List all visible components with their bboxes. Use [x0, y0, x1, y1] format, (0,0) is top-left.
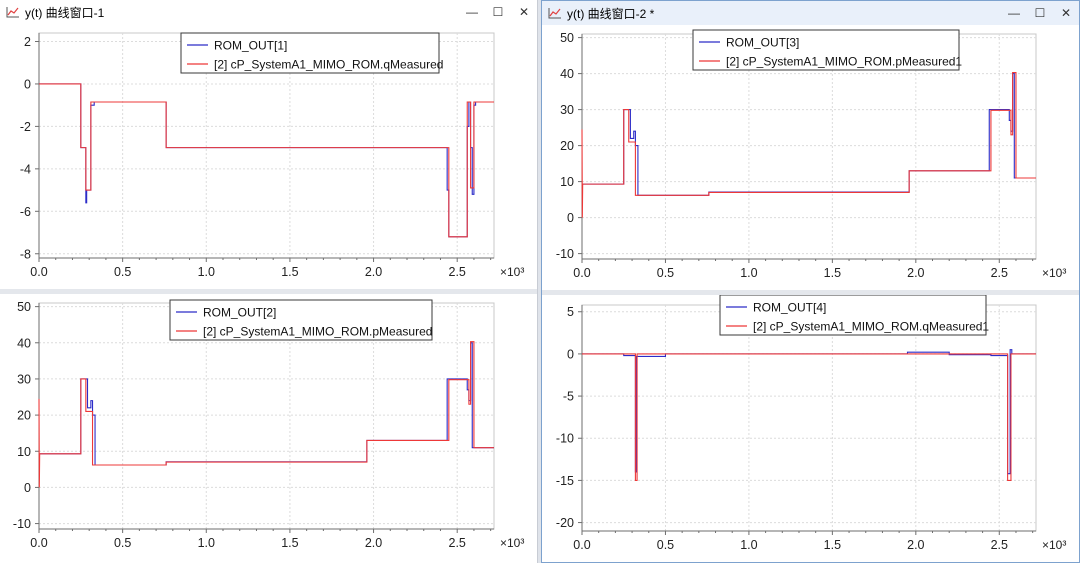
y-tick-label: 5: [567, 305, 574, 319]
y-tick-label: 2: [24, 35, 31, 49]
minimize-button[interactable]: —: [1008, 6, 1020, 20]
y-tick-label: -10: [556, 247, 574, 261]
y-tick-label: 40: [17, 336, 31, 350]
y-tick-label: 0: [24, 481, 31, 495]
x-tick-label: 0.0: [573, 538, 590, 552]
legend-label: ROM_OUT[2]: [203, 306, 276, 320]
window-1-title: y(t) 曲线窗口-1: [25, 5, 105, 20]
series-line-rom-out: [39, 83, 494, 238]
chart-4-svg: 0.0 0.5 1.0 1.5 2.0 2.5 5 0 -5 -10 -15 -20 ×10³ ROM_O…: [556, 295, 1066, 552]
legend-label: [2] cP_SystemA1_MIMO_ROM.qMeasured1: [753, 320, 989, 334]
chart-3-svg: 0.0 0.5 1.0 1.5 2.0 2.5 50 40 30 20 10 0 -10 ×10³ ROM_…: [556, 29, 1066, 280]
series-line-measured: [39, 83, 494, 238]
y-tick-label: 30: [560, 103, 574, 117]
chart-2-svg: 0.0 0.5 1.0 1.5 2.0 2.5 50 40 30 20 10 0 -10 ×10³ ROM_…: [13, 299, 524, 550]
legend-box: [692, 29, 960, 71]
y-tick-label: -20: [556, 516, 574, 530]
chart-1-svg: 0.0 0.5 1.0 1.5 2.0 2.5 2 0 -2 -4 -6 -8 ×10³ ROM_OUT[…: [20, 32, 524, 279]
close-button[interactable]: ✕: [1060, 6, 1072, 20]
x-tick-label: 0.0: [573, 266, 590, 280]
x-tick-label: 1.0: [740, 266, 757, 280]
x-tick-label: 1.0: [198, 536, 215, 550]
x-tick-label: 1.0: [740, 538, 757, 552]
y-tick-label: 20: [560, 139, 574, 153]
x-tick-label: 2.0: [907, 266, 924, 280]
x-tick-label: 2.5: [449, 265, 466, 279]
x-tick-label: 1.0: [198, 265, 215, 279]
curve-icon: [548, 8, 561, 19]
y-tick-label: 50: [17, 300, 31, 314]
x-tick-label: 0.5: [114, 265, 131, 279]
window-2-title: y(t) 曲线窗口-2 *: [567, 6, 655, 21]
plot-frame: [581, 304, 1037, 532]
x-tick-label: 2.5: [449, 536, 466, 550]
x-tick-label: 0.0: [30, 265, 47, 279]
x-tick-label: 2.5: [991, 266, 1008, 280]
plot-rom-out-2[interactable]: 0.0 0.5 1.0 1.5 2.0 2.5 50 40 30 20 10 0 -10 ×10³ ROM_…: [0, 294, 537, 563]
maximize-button[interactable]: ☐: [492, 5, 504, 19]
y-tick-label: -4: [20, 162, 31, 176]
x-tick-label: 0.5: [657, 538, 674, 552]
y-tick-label: 0: [567, 211, 574, 225]
x-tick-label: 2.0: [907, 538, 924, 552]
curve-icon: [6, 7, 19, 18]
curve-window-2: y(t) 曲线窗口-2 * — ☐ ✕ 0.0 0.5 1.0 1.5 2.0 2.5 50…: [541, 0, 1080, 563]
legend-label: [2] cP_SystemA1_MIMO_ROM.pMeasured1: [726, 55, 962, 69]
legend-label: ROM_OUT[4]: [753, 301, 826, 315]
plot-frame: [581, 33, 1037, 260]
plot-rom-out-3[interactable]: 0.0 0.5 1.0 1.5 2.0 2.5 50 40 30 20 10 0 -10 ×10³ ROM_…: [542, 25, 1079, 290]
x-tick-label: 0.5: [114, 536, 131, 550]
x-exponent-label: ×10³: [1042, 538, 1066, 552]
y-tick-label: 50: [560, 31, 574, 45]
y-tick-label: 40: [560, 67, 574, 81]
close-button[interactable]: ✕: [518, 5, 530, 19]
series-line-measured: [582, 353, 1036, 481]
plot-rom-out-4[interactable]: 0.0 0.5 1.0 1.5 2.0 2.5 5 0 -5 -10 -15 -20 ×10³ ROM_O…: [542, 295, 1079, 562]
series-line-measured: [38, 341, 494, 488]
y-tick-label: 10: [560, 175, 574, 189]
x-tick-label: 0.5: [657, 266, 674, 280]
maximize-button[interactable]: ☐: [1034, 6, 1046, 20]
x-tick-label: 1.5: [824, 538, 841, 552]
x-tick-label: 1.5: [281, 265, 298, 279]
x-exponent-label: ×10³: [500, 536, 524, 550]
pane-splitter[interactable]: [542, 290, 1079, 295]
y-tick-label: 10: [17, 445, 31, 459]
legend-box: [719, 295, 987, 336]
window-2-titlebar[interactable]: y(t) 曲线窗口-2 * — ☐ ✕: [542, 1, 1079, 25]
y-tick-label: 0: [24, 77, 31, 91]
y-tick-label: -8: [20, 247, 31, 261]
x-tick-label: 1.5: [824, 266, 841, 280]
y-tick-label: -2: [20, 120, 31, 134]
window-1-titlebar[interactable]: y(t) 曲线窗口-1 — ☐ ✕: [0, 0, 537, 24]
y-tick-label: 30: [17, 372, 31, 386]
x-tick-label: 0.0: [30, 536, 47, 550]
y-tick-label: -15: [556, 474, 574, 488]
y-tick-label: -10: [13, 517, 31, 531]
legend-label: ROM_OUT[1]: [214, 39, 287, 53]
x-tick-label: 2.0: [365, 265, 382, 279]
legend-label: ROM_OUT[3]: [726, 36, 799, 50]
y-tick-label: 0: [567, 347, 574, 361]
curve-window-1: y(t) 曲线窗口-1 — ☐ ✕ 0.0 0.5 1.0 1.5 2.0 2.5 2 0 -2…: [0, 0, 538, 563]
x-tick-label: 2.0: [365, 536, 382, 550]
legend-box: [180, 32, 440, 74]
x-tick-label: 1.5: [281, 536, 298, 550]
legend-box: [169, 299, 433, 341]
x-exponent-label: ×10³: [1042, 266, 1066, 280]
legend-label: [2] cP_SystemA1_MIMO_ROM.pMeasured: [203, 325, 432, 339]
y-tick-label: -5: [563, 390, 574, 404]
plot-frame: [38, 302, 495, 530]
pane-splitter[interactable]: [0, 289, 537, 294]
legend-label: [2] cP_SystemA1_MIMO_ROM.qMeasured: [214, 58, 443, 72]
x-tick-label: 2.5: [991, 538, 1008, 552]
y-tick-label: 20: [17, 409, 31, 423]
series-line-measured: [581, 71, 1036, 218]
x-exponent-label: ×10³: [500, 265, 524, 279]
y-tick-label: -10: [556, 432, 574, 446]
plot-rom-out-1[interactable]: 0.0 0.5 1.0 1.5 2.0 2.5 2 0 -2 -4 -6 -8 ×10³ ROM_OUT[…: [0, 24, 537, 289]
y-tick-label: -6: [20, 205, 31, 219]
minimize-button[interactable]: —: [466, 5, 478, 19]
